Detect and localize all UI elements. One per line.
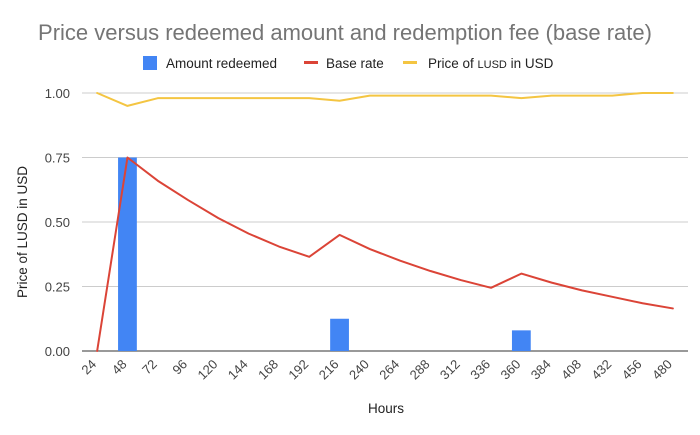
- point-price-of-lusd[interactable]: [368, 94, 372, 98]
- point-price-of-lusd[interactable]: [95, 91, 99, 95]
- point-base-rate[interactable]: [550, 281, 554, 285]
- line-series: [95, 91, 675, 353]
- point-base-rate[interactable]: [368, 247, 372, 251]
- x-tick-label: 48: [109, 357, 130, 378]
- point-base-rate[interactable]: [277, 245, 281, 249]
- x-tick-label: 96: [169, 357, 190, 378]
- y-axis-label: Price of LUSD in USD: [15, 166, 30, 298]
- point-base-rate[interactable]: [156, 179, 160, 183]
- gridlines: [82, 92, 688, 352]
- x-tick-label: 240: [346, 357, 372, 383]
- legend: Amount redeemed Base rate Price of LUSD …: [143, 56, 554, 71]
- x-tick-label: 216: [316, 357, 342, 383]
- y-tick-label: 0.50: [45, 215, 70, 230]
- chart-title: Price versus redeemed amount and redempt…: [38, 20, 652, 45]
- x-tick-label: 456: [619, 357, 645, 383]
- x-tick-label: 72: [139, 357, 160, 378]
- point-price-of-lusd[interactable]: [610, 94, 614, 98]
- x-tick-label: 144: [225, 357, 251, 383]
- legend-swatch-price-of-lusd: [403, 61, 417, 64]
- x-tick-label: 288: [407, 357, 433, 383]
- x-axis-label: Hours: [368, 401, 404, 416]
- point-price-of-lusd[interactable]: [398, 94, 402, 98]
- legend-item-base-rate[interactable]: Base rate: [304, 56, 384, 71]
- legend-label-amount-redeemed: Amount redeemed: [166, 56, 277, 71]
- y-tick-label: 1.00: [45, 86, 70, 101]
- x-tick-label: 480: [649, 357, 675, 383]
- point-base-rate[interactable]: [641, 301, 645, 305]
- point-base-rate[interactable]: [580, 288, 584, 292]
- legend-label-price-of-lusd: Price of LUSD in USD: [428, 56, 554, 71]
- point-price-of-lusd[interactable]: [125, 104, 129, 108]
- x-tick-label: 264: [376, 357, 402, 383]
- x-tick-label: 168: [255, 357, 281, 383]
- point-price-of-lusd[interactable]: [489, 94, 493, 98]
- x-axis-ticks: 24 48 72 96 120 144 168 192 216 240 264 288 312 336 36…: [78, 357, 675, 383]
- bar-series: [118, 157, 531, 352]
- line-price-of-lusd[interactable]: [96, 92, 674, 107]
- point-price-of-lusd[interactable]: [671, 91, 675, 95]
- legend-label-part-3: in USD: [507, 56, 554, 71]
- legend-label-part-1: Price of: [428, 56, 478, 71]
- point-base-rate[interactable]: [428, 269, 432, 273]
- x-tick-label: 408: [558, 357, 584, 383]
- legend-item-amount-redeemed[interactable]: Amount redeemed: [143, 56, 277, 71]
- point-price-of-lusd[interactable]: [156, 96, 160, 100]
- x-tick-label: 384: [528, 357, 554, 383]
- x-tick-label: 360: [498, 357, 524, 383]
- point-price-of-lusd[interactable]: [216, 96, 220, 100]
- x-tick-label: 192: [285, 357, 311, 383]
- x-tick-label: 312: [437, 357, 463, 383]
- x-tick-label: 336: [467, 357, 493, 383]
- point-price-of-lusd[interactable]: [186, 96, 190, 100]
- point-price-of-lusd[interactable]: [307, 96, 311, 100]
- point-base-rate[interactable]: [519, 272, 523, 276]
- x-tick-label: 120: [195, 357, 221, 383]
- x-tick-label: 24: [78, 357, 99, 378]
- point-price-of-lusd[interactable]: [428, 94, 432, 98]
- point-base-rate[interactable]: [216, 216, 220, 220]
- point-price-of-lusd[interactable]: [459, 94, 463, 98]
- point-base-rate[interactable]: [307, 255, 311, 259]
- legend-label-base-rate: Base rate: [326, 56, 384, 71]
- legend-swatch-amount-redeemed: [143, 56, 157, 70]
- bar-amount-redeemed[interactable]: [330, 318, 349, 351]
- point-price-of-lusd[interactable]: [338, 99, 342, 103]
- x-tick-label: 432: [588, 357, 614, 383]
- point-price-of-lusd[interactable]: [247, 96, 251, 100]
- point-base-rate[interactable]: [610, 295, 614, 299]
- point-price-of-lusd[interactable]: [580, 94, 584, 98]
- y-tick-label: 0.25: [45, 280, 70, 295]
- point-base-rate[interactable]: [186, 198, 190, 202]
- line-base-rate[interactable]: [96, 156, 674, 352]
- y-tick-label: 0.00: [45, 344, 70, 359]
- point-base-rate[interactable]: [247, 232, 251, 236]
- point-price-of-lusd[interactable]: [550, 94, 554, 98]
- point-base-rate[interactable]: [398, 259, 402, 263]
- y-tick-label: 0.75: [45, 151, 70, 166]
- legend-item-price-of-lusd[interactable]: Price of LUSD in USD: [403, 56, 554, 71]
- point-base-rate[interactable]: [338, 233, 342, 237]
- point-price-of-lusd[interactable]: [519, 96, 523, 100]
- point-price-of-lusd[interactable]: [277, 96, 281, 100]
- legend-label-part-2: LUSD: [478, 59, 507, 71]
- bar-amount-redeemed[interactable]: [511, 330, 531, 351]
- point-base-rate[interactable]: [95, 349, 99, 353]
- point-base-rate[interactable]: [459, 278, 463, 282]
- bar-amount-redeemed[interactable]: [118, 157, 137, 352]
- point-base-rate[interactable]: [671, 306, 675, 310]
- point-price-of-lusd[interactable]: [641, 91, 645, 95]
- point-base-rate[interactable]: [125, 156, 129, 160]
- point-base-rate[interactable]: [489, 286, 493, 290]
- y-axis-ticks: 0.00 0.25 0.50 0.75 1.00: [45, 86, 70, 359]
- legend-swatch-base-rate: [304, 61, 318, 64]
